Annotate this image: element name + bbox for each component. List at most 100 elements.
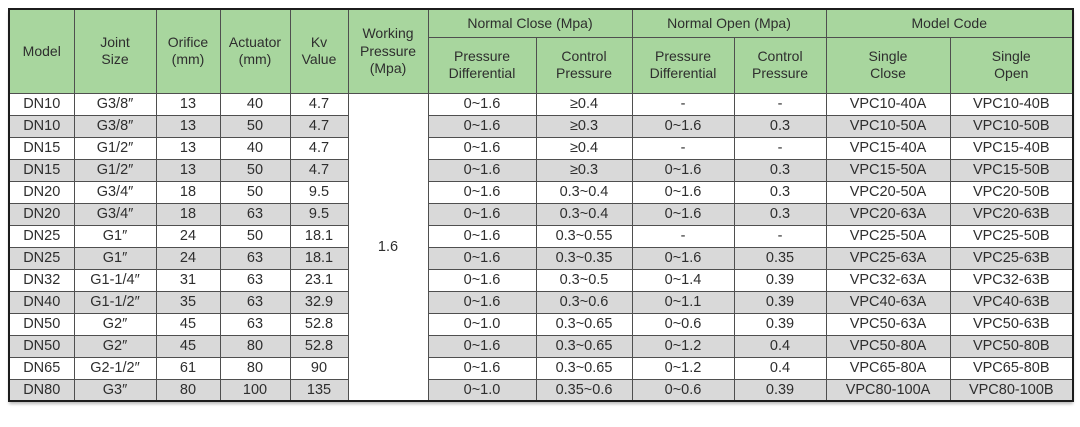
- cell-joint-size: G1″: [73, 224, 157, 248]
- cell-no-pressure-differential: 0~1.1: [631, 290, 735, 314]
- group-header-normal-close: Normal Close (Mpa): [427, 8, 633, 38]
- cell-nc-control-pressure: ≥0.4: [535, 136, 633, 160]
- col-header-nc-pressure-differential: Pressure Differential: [427, 36, 537, 94]
- cell-model-code-single-open: VPC15-40B: [949, 136, 1074, 160]
- cell-actuator: 80: [219, 334, 291, 358]
- cell-model-code-single-close: VPC25-63A: [825, 246, 951, 270]
- cell-model-code-single-close: VPC15-40A: [825, 136, 951, 160]
- cell-kv: 52.8: [289, 334, 349, 358]
- cell-nc-pressure-differential: 0~1.0: [427, 312, 537, 336]
- cell-nc-control-pressure: 0.3~0.4: [535, 202, 633, 226]
- cell-joint-size: G1″: [73, 246, 157, 270]
- cell-actuator: 50: [219, 114, 291, 138]
- cell-orifice: 18: [155, 202, 221, 226]
- cell-actuator: 63: [219, 202, 291, 226]
- cell-nc-control-pressure: 0.3~0.55: [535, 224, 633, 248]
- cell-kv: 4.7: [289, 114, 349, 138]
- cell-nc-pressure-differential: 0~1.6: [427, 290, 537, 314]
- valve-spec-table: Model Joint Size Orifice (mm) Actuator (…: [8, 8, 1075, 402]
- cell-nc-control-pressure: 0.3~0.35: [535, 246, 633, 270]
- cell-joint-size: G3/8″: [73, 114, 157, 138]
- cell-no-pressure-differential: 0~1.6: [631, 158, 735, 182]
- cell-actuator: 80: [219, 356, 291, 380]
- cell-no-pressure-differential: -: [631, 136, 735, 160]
- table-row: DN20 G3/4″ 18 50 9.5 0~1.6 0.3~0.4 0~1.6 0.3 VPC2…: [8, 180, 1074, 204]
- cell-model-code-single-close: VPC10-50A: [825, 114, 951, 138]
- cell-orifice: 24: [155, 246, 221, 270]
- cell-no-pressure-differential: 0~1.6: [631, 202, 735, 226]
- cell-kv: 23.1: [289, 268, 349, 292]
- cell-model-code-single-open: VPC25-63B: [949, 246, 1074, 270]
- cell-joint-size: G2″: [73, 312, 157, 336]
- group-header-model-code: Model Code: [825, 8, 1074, 38]
- col-header-joint-size: Joint Size: [73, 8, 157, 94]
- header-row-subcolumns: Pressure Differential Control Pressure P…: [9, 36, 1074, 94]
- cell-no-pressure-differential: 0~1.2: [631, 334, 735, 358]
- cell-kv: 18.1: [289, 224, 349, 248]
- cell-model-code-single-close: VPC40-63A: [825, 290, 951, 314]
- col-header-no-control-pressure: Control Pressure: [733, 36, 827, 94]
- cell-no-control-pressure: 0.39: [733, 378, 827, 402]
- cell-model-code-single-open: VPC32-63B: [949, 268, 1074, 292]
- cell-no-pressure-differential: -: [631, 92, 735, 116]
- cell-actuator: 63: [219, 290, 291, 314]
- cell-no-pressure-differential: -: [631, 224, 735, 248]
- cell-actuator: 100: [219, 378, 291, 402]
- cell-nc-control-pressure: ≥0.4: [535, 92, 633, 116]
- cell-no-control-pressure: 0.3: [733, 202, 827, 226]
- cell-nc-pressure-differential: 0~1.6: [427, 180, 537, 204]
- cell-model: DN50: [8, 334, 75, 358]
- cell-kv: 4.7: [289, 158, 349, 182]
- cell-actuator: 63: [219, 246, 291, 270]
- cell-orifice: 13: [155, 92, 221, 116]
- cell-no-pressure-differential: 0~1.6: [631, 246, 735, 270]
- cell-model: DN40: [8, 290, 75, 314]
- table-row: DN50 G2″ 45 63 52.8 0~1.0 0.3~0.65 0~0.6 0.39 VPC…: [8, 312, 1074, 336]
- table-row: DN65 G2-1/2″ 61 80 90 0~1.6 0.3~0.65 0~1.2 0.4 VP…: [8, 356, 1074, 380]
- cell-nc-control-pressure: 0.3~0.65: [535, 334, 633, 358]
- cell-actuator: 40: [219, 136, 291, 160]
- cell-model: DN65: [8, 356, 75, 380]
- cell-model-code-single-close: VPC10-40A: [825, 92, 951, 116]
- cell-kv: 9.5: [289, 180, 349, 204]
- cell-joint-size: G1/2″: [73, 136, 157, 160]
- cell-joint-size: G1/2″: [73, 158, 157, 182]
- cell-actuator: 50: [219, 180, 291, 204]
- cell-nc-pressure-differential: 0~1.6: [427, 202, 537, 226]
- cell-no-pressure-differential: 0~1.4: [631, 268, 735, 292]
- table-row: DN25 G1″ 24 63 18.1 0~1.6 0.3~0.35 0~1.6 0.35 VPC…: [8, 246, 1074, 270]
- col-header-single-close: Single Close: [825, 36, 951, 94]
- cell-joint-size: G1-1/2″: [73, 290, 157, 314]
- cell-kv: 90: [289, 356, 349, 380]
- col-header-no-pressure-differential: Pressure Differential: [631, 36, 735, 94]
- cell-joint-size: G3″: [73, 378, 157, 402]
- cell-nc-control-pressure: 0.3~0.65: [535, 312, 633, 336]
- cell-no-control-pressure: -: [733, 224, 827, 248]
- table-row: DN80 G3″ 80 100 135 0~1.0 0.35~0.6 0~0.6 0.39 VPC…: [8, 378, 1074, 402]
- cell-kv: 9.5: [289, 202, 349, 226]
- cell-no-pressure-differential: 0~1.6: [631, 180, 735, 204]
- cell-nc-pressure-differential: 0~1.6: [427, 224, 537, 248]
- cell-orifice: 61: [155, 356, 221, 380]
- cell-model: DN15: [8, 136, 75, 160]
- cell-model: DN25: [8, 246, 75, 270]
- cell-orifice: 80: [155, 378, 221, 402]
- cell-model-code-single-open: VPC50-80B: [949, 334, 1074, 358]
- cell-joint-size: G3/8″: [73, 92, 157, 116]
- cell-nc-control-pressure: 0.35~0.6: [535, 378, 633, 402]
- cell-no-control-pressure: -: [733, 92, 827, 116]
- cell-joint-size: G1-1/4″: [73, 268, 157, 292]
- cell-model: DN32: [8, 268, 75, 292]
- cell-model-code-single-close: VPC50-80A: [825, 334, 951, 358]
- cell-no-pressure-differential: 0~0.6: [631, 378, 735, 402]
- cell-no-control-pressure: 0.39: [733, 312, 827, 336]
- cell-model-code-single-open: VPC65-80B: [949, 356, 1074, 380]
- cell-orifice: 13: [155, 136, 221, 160]
- cell-no-pressure-differential: 0~1.2: [631, 356, 735, 380]
- cell-kv: 18.1: [289, 246, 349, 270]
- cell-model-code-single-open: VPC10-40B: [949, 92, 1074, 116]
- cell-nc-control-pressure: 0.3~0.65: [535, 356, 633, 380]
- table-row: DN10 G3/8″ 13 40 4.7 1.6 0~1.6 ≥0.4- - VPC10-40A V…: [8, 92, 1074, 402]
- cell-actuator: 63: [219, 268, 291, 292]
- cell-actuator: 50: [219, 158, 291, 182]
